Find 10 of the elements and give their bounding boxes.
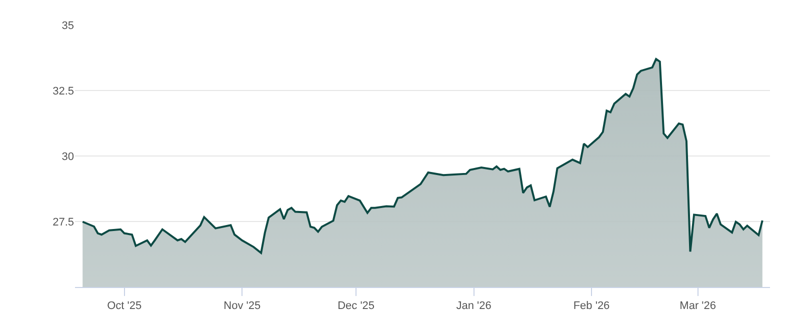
y-tick-label: 27.5: [52, 216, 74, 228]
x-tick-label: Oct '25: [107, 300, 142, 312]
x-tick-label: Mar '26: [680, 300, 716, 312]
x-tick-label: Dec '25: [338, 300, 375, 312]
y-tick-label: 30: [62, 150, 74, 163]
y-tick-label: 32.5: [52, 85, 74, 98]
x-tick-label: Jan '26: [456, 300, 492, 312]
x-tick-label: Feb '26: [573, 300, 610, 312]
y-tick-label: 35: [62, 20, 74, 32]
x-tick-label: Nov '25: [224, 300, 261, 312]
